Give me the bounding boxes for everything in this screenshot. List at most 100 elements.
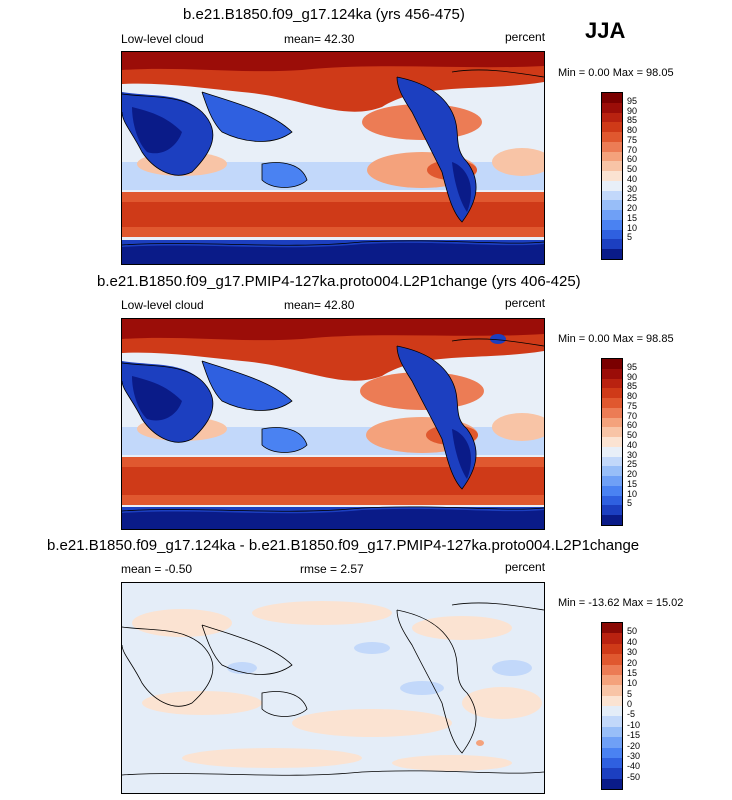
colorbar-segment — [602, 633, 622, 644]
colorbar-segment — [602, 359, 622, 369]
colorbar-segment — [602, 685, 622, 696]
panel1-variable-label: Low-level cloud — [121, 32, 204, 46]
colorbar-tick-label: 0 — [627, 699, 633, 709]
panel3-colorbar — [601, 622, 623, 790]
panel2-title: b.e21.B1850.f09_g17.PMIP4-127ka.proto004… — [97, 273, 581, 290]
colorbar-tick-label: 85 — [627, 381, 638, 392]
colorbar-segment — [602, 466, 622, 476]
colorbar-tick-label: 20 — [627, 469, 638, 480]
panel2-minmax-label: Min = 0.00 Max = 98.85 — [558, 333, 674, 345]
panel1-colorbar — [601, 92, 623, 260]
colorbar-tick-label: 60 — [627, 420, 638, 431]
panel3-minmax-label: Min = -13.62 Max = 15.02 — [558, 597, 684, 609]
colorbar-segment — [602, 437, 622, 447]
season-label: JJA — [585, 18, 626, 43]
panel1-units-label: percent — [505, 30, 546, 44]
colorbar-segment — [602, 200, 622, 210]
colorbar-segment — [602, 485, 622, 496]
colorbar-tick-label: 95 — [627, 361, 638, 372]
colorbar-segment — [602, 446, 622, 457]
colorbar-tick-label: 25 — [627, 459, 638, 470]
panel1-minmax-label: Min = 0.00 Max = 98.05 — [558, 67, 674, 79]
colorbar-tick-label: -5 — [627, 709, 636, 720]
colorbar-segment — [602, 122, 622, 132]
colorbar-tick-label: 50 — [627, 164, 638, 175]
colorbar-segment — [602, 151, 622, 162]
panel3-title: b.e21.B1850.f09_g17.124ka - b.e21.B1850.… — [47, 537, 640, 554]
colorbar-tick-label: 10 — [627, 678, 638, 689]
colorbar-tick-label: -30 — [627, 750, 641, 761]
colorbar-tick-label: 10 — [627, 222, 638, 233]
panel2-variable-label: Low-level cloud — [121, 298, 204, 312]
colorbar-segment — [602, 476, 622, 486]
colorbar-segment — [602, 407, 622, 418]
colorbar-tick-label: 30 — [627, 647, 638, 658]
colorbar-segment — [602, 674, 622, 686]
colorbar-segment — [602, 664, 622, 675]
colorbar-tick-label: 30 — [627, 183, 638, 194]
panel3-units-label: percent — [505, 560, 546, 574]
colorbar-segment — [602, 778, 622, 789]
colorbar-tick-label: 5 — [627, 498, 633, 509]
colorbar-tick-label: 15 — [627, 667, 638, 678]
colorbar-segment — [602, 737, 622, 748]
colorbar-tick-label: 50 — [627, 430, 638, 441]
colorbar-segment — [602, 726, 622, 738]
colorbar-tick-label: 50 — [627, 626, 638, 637]
colorbar-segment — [602, 171, 622, 181]
colorbar-tick-label: 20 — [627, 657, 638, 668]
colorbar-tick-label: 40 — [627, 173, 638, 184]
colorbar-tick-label: -50 — [627, 771, 641, 782]
colorbar-segment — [602, 623, 622, 634]
colorbar-tick-label: -10 — [627, 719, 641, 730]
colorbar-segment — [602, 768, 622, 779]
colorbar-tick-label: 70 — [627, 144, 638, 155]
colorbar-tick-label: 40 — [627, 636, 638, 647]
colorbar-segment — [602, 417, 622, 428]
colorbar-tick-label: 70 — [627, 410, 638, 421]
colorbar-tick-label: 80 — [627, 125, 638, 136]
colorbar-tick-label: 10 — [627, 488, 638, 499]
colorbar-tick-label: -15 — [627, 730, 641, 741]
colorbar-segment — [602, 141, 622, 152]
colorbar-segment — [602, 716, 622, 727]
colorbar-segment — [602, 427, 622, 437]
colorbar-segment — [602, 747, 622, 758]
colorbar-segment — [602, 229, 622, 240]
colorbar-tick-label: -40 — [627, 761, 641, 772]
colorbar-tick-label: 40 — [627, 439, 638, 450]
colorbar-segment — [602, 210, 622, 220]
colorbar-tick-label: 75 — [627, 400, 638, 411]
colorbar-segment — [602, 515, 622, 525]
colorbar-segment — [602, 388, 622, 398]
colorbar-segment — [602, 505, 622, 515]
colorbar-segment — [602, 239, 622, 249]
colorbar-tick-label: 5 — [627, 688, 633, 699]
colorbar-tick-label: 90 — [627, 105, 638, 116]
colorbar-segment — [602, 93, 622, 103]
colorbar-tick-label: 80 — [627, 391, 638, 402]
colorbar-segment — [602, 654, 622, 665]
colorbar-tick-label: 60 — [627, 154, 638, 165]
panel2-colorbar — [601, 358, 623, 526]
colorbar-segment — [602, 495, 622, 506]
colorbar-segment — [602, 757, 622, 769]
colorbar-tick-label: 5 — [627, 232, 633, 243]
colorbar-tick-label: -20 — [627, 740, 641, 751]
colorbar-segment — [602, 102, 622, 113]
colorbar-segment — [602, 706, 622, 717]
colorbar-segment — [602, 378, 622, 389]
colorbar-segment — [602, 368, 622, 379]
colorbar-tick-label: 15 — [627, 478, 638, 489]
colorbar-segment — [602, 112, 622, 123]
colorbar-tick-label: 20 — [627, 203, 638, 214]
colorbar-segment — [602, 132, 622, 142]
colorbar-segment — [602, 249, 622, 259]
colorbar-segment — [602, 456, 622, 467]
colorbar-tick-label: 15 — [627, 212, 638, 223]
panel1-title: b.e21.B1850.f09_g17.124ka (yrs 456-475) — [183, 6, 465, 23]
panel1-mean-label: mean= 42.30 — [284, 32, 355, 46]
colorbar-tick-label: 75 — [627, 134, 638, 145]
colorbar-segment — [602, 190, 622, 201]
colorbar-segment — [602, 180, 622, 191]
